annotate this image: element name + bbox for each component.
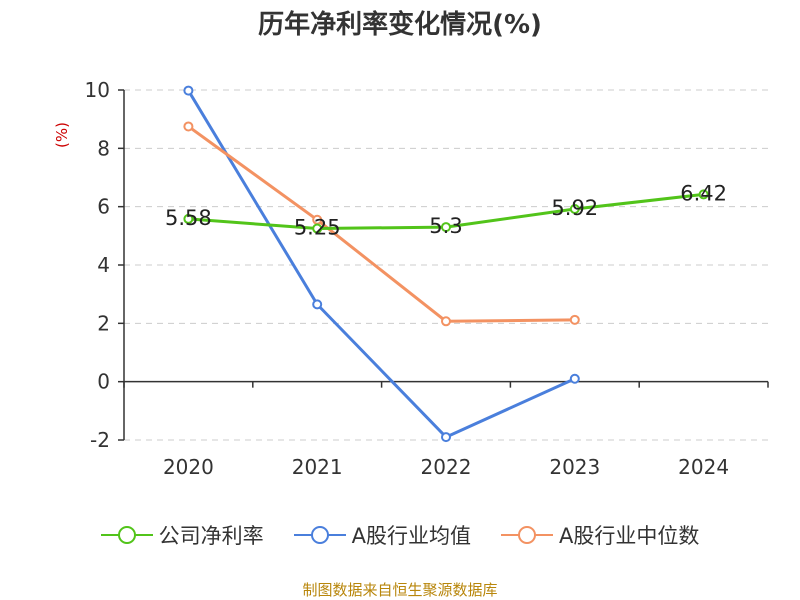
y-tick-label-4: 4 bbox=[97, 253, 110, 277]
y-tick-label-0: 0 bbox=[97, 370, 110, 394]
series-0-point-2023 bbox=[569, 204, 580, 214]
legend-item-industry-mean[interactable]: A股行业均值 bbox=[293, 520, 471, 550]
data-label-2022: 5.3 bbox=[429, 214, 462, 238]
series-0-point-2022 bbox=[441, 222, 451, 233]
y-tick-label-6: 6 bbox=[97, 195, 110, 219]
y-tick-label-2: 2 bbox=[97, 311, 110, 335]
y-tick-label-10: 10 bbox=[85, 78, 110, 102]
legend: 公司净利率 A股行业均值 A股行业中位数 bbox=[0, 520, 800, 550]
series-line-1 bbox=[187, 89, 576, 439]
series-1-point-2021 bbox=[312, 299, 323, 310]
data-source: 制图数据来自恒生聚源数据库 bbox=[302, 581, 498, 599]
series-0-point-2024 bbox=[698, 189, 709, 200]
legend-marker-company bbox=[100, 526, 153, 544]
legend-label-industry-median: A股行业中位数 bbox=[559, 524, 700, 548]
x-tick-label-2021: 2021 bbox=[292, 455, 343, 479]
series-2-point-2022 bbox=[441, 316, 451, 327]
x-tick-label-2024: 2024 bbox=[678, 455, 729, 479]
series-0-point-2021 bbox=[312, 223, 323, 234]
data-label-2023: 5.92 bbox=[551, 196, 598, 220]
data-label-2024: 6.42 bbox=[680, 181, 727, 205]
line-chart: -2 0 2 4 6 8 10 2020 2021 2022 2023 2024 5.58 5.25 5.3… bbox=[85, 78, 769, 479]
series-2-point-2020 bbox=[183, 121, 194, 132]
series-1-point-2020 bbox=[183, 85, 194, 96]
x-tick-label-2020: 2020 bbox=[163, 455, 214, 479]
legend-item-industry-median[interactable]: A股行业中位数 bbox=[501, 520, 699, 550]
legend-marker-industry-median bbox=[501, 526, 553, 544]
series-0-point-2020 bbox=[183, 213, 194, 224]
x-tick-label-2022: 2022 bbox=[421, 455, 472, 479]
series-1-point-2023 bbox=[569, 373, 580, 384]
chart-title: 历年净利率变化情况(%) bbox=[258, 10, 542, 40]
x-tick-label-2023: 2023 bbox=[549, 455, 600, 479]
data-label-2021: 5.25 bbox=[294, 216, 341, 240]
legend-marker-industry-mean bbox=[293, 526, 346, 544]
series-2-point-2023 bbox=[569, 314, 580, 325]
series-line-2 bbox=[187, 125, 575, 323]
data-label-2020: 5.58 bbox=[165, 206, 212, 230]
series-1-point-2022 bbox=[441, 432, 451, 443]
legend-label-industry-mean: A股行业均值 bbox=[351, 524, 471, 548]
y-tick-label-8: 8 bbox=[97, 136, 110, 160]
legend-item-company[interactable]: 公司净利率 bbox=[100, 520, 264, 550]
legend-label-company: 公司净利率 bbox=[158, 524, 264, 548]
y-tick-label--2: -2 bbox=[90, 428, 110, 452]
